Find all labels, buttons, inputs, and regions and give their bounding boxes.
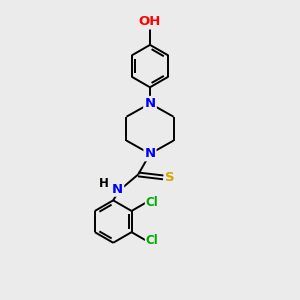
Text: Cl: Cl bbox=[146, 235, 158, 248]
Text: N: N bbox=[144, 97, 156, 110]
Text: N: N bbox=[112, 183, 123, 196]
Text: N: N bbox=[144, 97, 156, 110]
Text: Cl: Cl bbox=[146, 196, 158, 208]
Text: N: N bbox=[144, 147, 156, 160]
Text: H: H bbox=[99, 177, 109, 190]
Text: S: S bbox=[165, 171, 175, 184]
Text: OH: OH bbox=[139, 15, 161, 28]
